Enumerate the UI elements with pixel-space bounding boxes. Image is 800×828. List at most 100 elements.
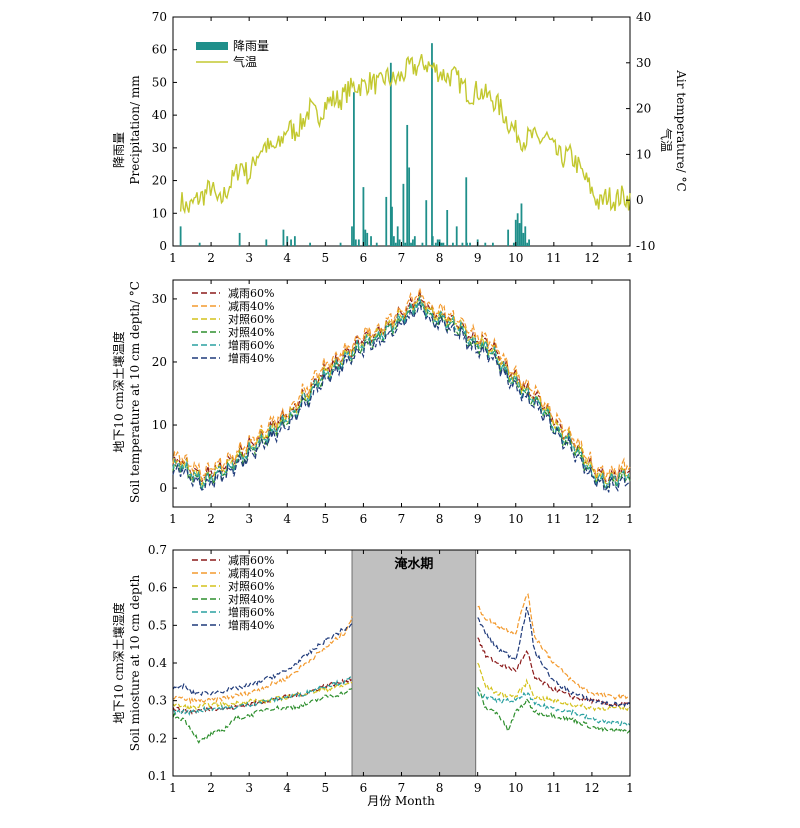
y-tick-label: 50 xyxy=(152,75,167,89)
precip-bar xyxy=(421,242,424,246)
soil-moisture-series xyxy=(477,662,631,712)
x-tick-label: 9 xyxy=(474,781,482,795)
x-tick-label: 1 xyxy=(626,781,634,795)
precip-bar xyxy=(366,232,369,246)
precip-bar xyxy=(492,242,494,246)
xlabel-bottom: 月份 Month xyxy=(367,794,435,808)
x-tick-label: 7 xyxy=(398,251,406,265)
precip-bar xyxy=(440,242,443,246)
x-tick-label: 10 xyxy=(508,781,523,795)
y-tick-label: 70 xyxy=(152,10,167,24)
y-ticks-left-top: 0 10 20 30 40 50 60 70 xyxy=(152,10,177,253)
precip-bar xyxy=(389,62,392,246)
y-tick-label: 30 xyxy=(152,292,167,306)
x-tick-label: 8 xyxy=(436,251,444,265)
x-tick-label: 1 xyxy=(626,251,634,265)
legend-label: 对照40% xyxy=(228,592,274,606)
soil-moisture-series xyxy=(477,593,631,701)
precip-bar xyxy=(425,200,428,246)
precip-bar xyxy=(404,242,407,246)
legend-label: 减雨40% xyxy=(228,300,274,313)
precip-bar xyxy=(516,213,519,246)
precip-bar xyxy=(392,236,395,246)
y-tick-label: 0.2 xyxy=(148,731,167,745)
legend-label: 对照60% xyxy=(228,579,274,593)
x-tick-label: 1 xyxy=(169,781,177,795)
x-tick-label: 6 xyxy=(360,251,368,265)
y-tick-label: 20 xyxy=(152,355,167,369)
y-tick-label: 10 xyxy=(152,206,167,220)
precip-bar xyxy=(520,203,523,246)
x-tick-label: 2 xyxy=(207,781,215,795)
y-tick-label: 10 xyxy=(636,147,651,161)
ylabel-cn-middle: 地下10 cm深土壤温度 xyxy=(111,331,126,452)
soil-temperature-lines xyxy=(172,288,631,493)
legend-precip-swatch xyxy=(196,42,228,50)
precip-bar xyxy=(518,223,521,246)
x-tick-label: 6 xyxy=(360,781,368,795)
precip-bar xyxy=(398,239,401,246)
precip-bar xyxy=(354,239,357,246)
y-ticks-right-top: -10 0 10 20 30 40 xyxy=(626,10,655,253)
x-tick-label: 12 xyxy=(584,512,599,526)
precip-bar xyxy=(394,242,397,246)
precip-bar xyxy=(512,242,515,246)
legend-label: 对照40% xyxy=(228,325,274,339)
air-temperature-series xyxy=(179,54,631,215)
x-tick-label: 6 xyxy=(360,512,368,526)
soil-moisture-series xyxy=(477,637,631,708)
precip-bar xyxy=(413,236,416,246)
x-tick-label: 4 xyxy=(283,251,291,265)
legend-label: 减雨60% xyxy=(228,287,274,300)
soil-moisture-series xyxy=(477,606,631,708)
legend-temp-label: 气温 xyxy=(233,54,257,69)
x-ticks-middle: 1 2 3 4 5 6 7 8 9 10 11 12 1 xyxy=(169,280,634,526)
x-tick-label: 9 xyxy=(474,512,482,526)
legend-label: 减雨40% xyxy=(228,567,274,580)
soil-moisture-series xyxy=(172,676,353,717)
legend-top: 降雨量 气温 xyxy=(196,39,269,69)
ylabel-right-en: Air temperature/ °C xyxy=(674,69,688,191)
air-temperature-line xyxy=(179,54,631,215)
precip-bar xyxy=(357,239,360,246)
x-tick-label: 8 xyxy=(436,781,444,795)
y-tick-label: 20 xyxy=(636,102,651,116)
x-tick-label: 11 xyxy=(546,781,561,795)
x-tick-label: 4 xyxy=(283,781,291,795)
precip-bar xyxy=(198,242,201,246)
precip-bar xyxy=(364,229,367,246)
x-tick-label: 10 xyxy=(508,512,523,526)
precip-bar xyxy=(466,242,468,246)
precip-bar xyxy=(442,242,445,246)
y-tick-label: 30 xyxy=(636,56,651,70)
y-tick-label: 0.6 xyxy=(148,581,167,595)
soil-moisture-series xyxy=(172,687,353,744)
x-tick-label: 9 xyxy=(474,251,482,265)
precip-bar xyxy=(309,242,311,246)
precip-bar xyxy=(290,239,292,246)
ylabel-left-cn: 降雨量 xyxy=(112,132,126,168)
y-tick-label: 0.4 xyxy=(148,656,167,670)
precip-bar xyxy=(391,206,393,246)
y-tick-label: 20 xyxy=(152,174,167,188)
precip-bar xyxy=(410,242,412,246)
soil-moisture-series xyxy=(477,691,631,727)
y-tick-label: 40 xyxy=(152,108,167,122)
legend-label: 增雨40% xyxy=(228,618,274,632)
precip-bar xyxy=(402,183,405,246)
precip-bar xyxy=(455,226,458,246)
soil-moisture-panel: 淹水期 1 2 3 4 5 6 7 8 9 10 11 12 1 0.10.20.30.40.50.60… xyxy=(111,543,634,808)
precip-bar xyxy=(408,167,411,246)
legend-label: 增雨60% xyxy=(228,605,274,619)
precip-bar xyxy=(282,229,285,246)
precip-bar xyxy=(406,124,409,246)
x-tick-label: 7 xyxy=(398,781,406,795)
x-tick-label: 3 xyxy=(245,512,253,526)
flood-period-box xyxy=(351,549,477,777)
precip-bar xyxy=(524,226,527,246)
precip-bar xyxy=(465,177,468,246)
precip-bar xyxy=(452,242,454,246)
